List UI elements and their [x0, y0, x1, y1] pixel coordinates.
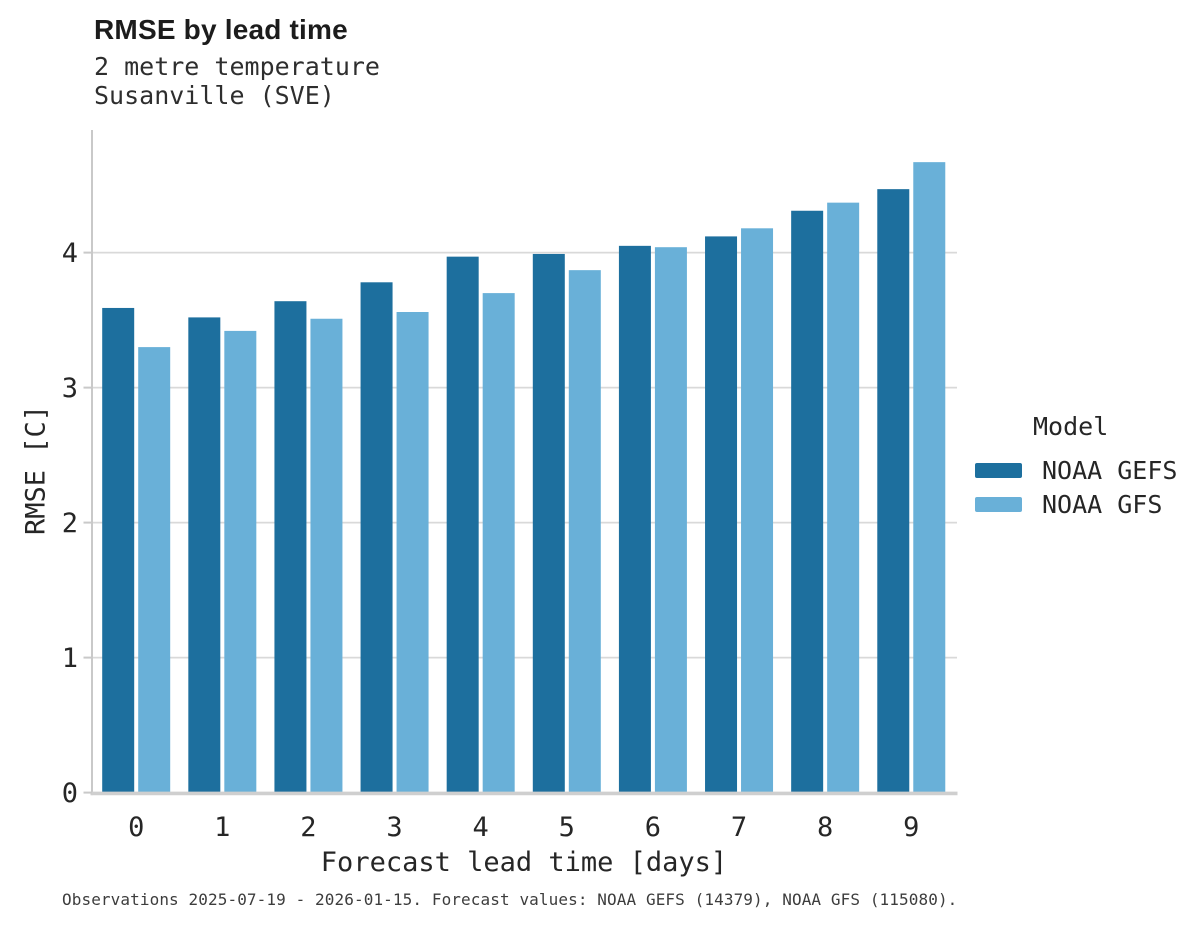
y-tick-label: 3: [62, 373, 78, 404]
y-tick-label: 2: [62, 508, 78, 539]
y-axis-title: RMSE [C]: [20, 404, 52, 536]
chart-subtitle-variable: 2 metre temperature: [94, 52, 380, 81]
bar: [310, 318, 343, 794]
bar: [827, 202, 860, 794]
legend-swatch: [975, 496, 1022, 512]
x-tick-label: 5: [559, 812, 575, 843]
legend-label: NOAA GFS: [1042, 489, 1163, 519]
x-tick-label: 6: [645, 812, 661, 843]
bar: [274, 301, 307, 794]
bar: [138, 347, 171, 794]
x-tick-label: 2: [300, 812, 316, 843]
legend-swatch: [975, 462, 1022, 478]
y-tick-label: 1: [62, 643, 78, 674]
legend-title: Model: [1033, 412, 1109, 441]
x-axis-title: Forecast lead time [days]: [320, 847, 728, 878]
y-tick-label: 0: [62, 778, 78, 809]
legend: Model NOAA GEFS NOAA GFS: [975, 412, 1195, 521]
bar: [791, 210, 824, 794]
x-tick-label: 9: [903, 812, 919, 843]
bar: [568, 270, 601, 794]
chart-title: RMSE by lead time: [94, 14, 348, 45]
x-tick-label: 8: [817, 812, 833, 843]
x-tick-label: 1: [214, 812, 230, 843]
bar: [654, 247, 687, 794]
legend-entry: NOAA GFS: [975, 487, 1195, 521]
x-tick-label: 4: [473, 812, 489, 843]
bar: [360, 282, 393, 794]
chart-header: RMSE by lead time 2 metre temperature Su…: [94, 13, 380, 110]
bar: [396, 312, 429, 794]
bar: [741, 228, 774, 794]
x-tick-label: 7: [731, 812, 747, 843]
bar: [705, 236, 738, 794]
bar: [188, 317, 221, 794]
bar: [446, 256, 479, 794]
legend-entries: NOAA GEFS NOAA GFS: [975, 453, 1195, 521]
x-tick-label: 0: [128, 812, 144, 843]
x-tick-label: 3: [386, 812, 402, 843]
legend-label: NOAA GEFS: [1042, 455, 1178, 485]
chart-caption: Observations 2025-07-19 - 2026-01-15. Fo…: [62, 890, 958, 909]
bar: [102, 307, 135, 794]
chart-subtitle-station: Susanville (SVE): [94, 81, 335, 110]
bar: [224, 330, 257, 794]
bar: [532, 253, 565, 794]
bar: [913, 162, 946, 794]
bar: [877, 189, 910, 794]
y-tick-label: 4: [62, 238, 78, 269]
bar: [618, 245, 651, 794]
bar: [482, 293, 515, 794]
legend-entry: NOAA GEFS: [975, 453, 1195, 487]
